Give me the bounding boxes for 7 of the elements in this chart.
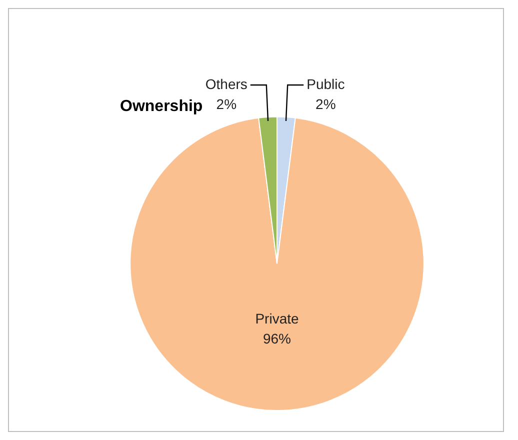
text: Ownership bbox=[120, 98, 203, 116]
slice-label: Others bbox=[205, 76, 248, 92]
data-label: 2% bbox=[316, 96, 336, 112]
data-label: 96% bbox=[262, 330, 292, 347]
slice-label: Private bbox=[255, 310, 299, 327]
slice-label: Public bbox=[306, 76, 345, 92]
data-label: 2% bbox=[216, 96, 237, 112]
